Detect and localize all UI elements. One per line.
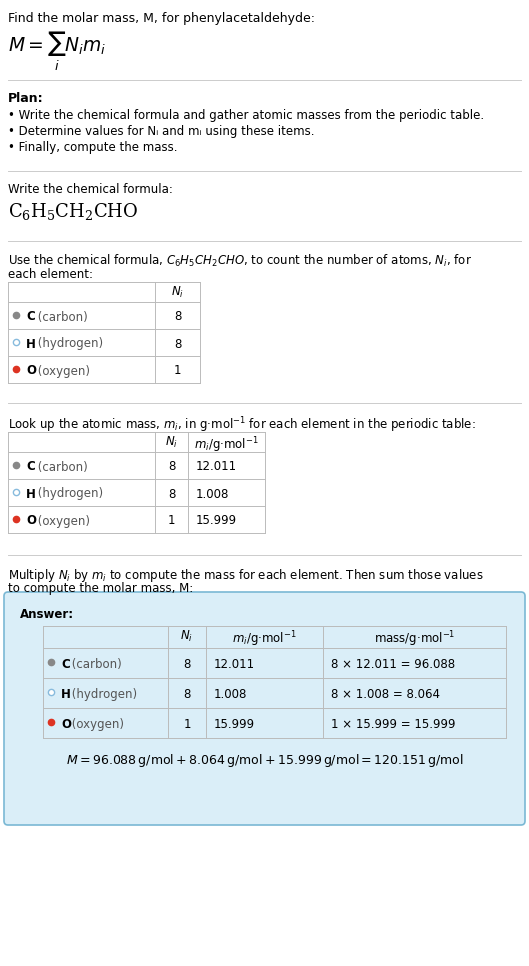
Text: O: O bbox=[26, 515, 36, 527]
Text: 8: 8 bbox=[184, 658, 190, 671]
Text: C: C bbox=[26, 461, 35, 473]
Text: each element:: each element: bbox=[8, 268, 93, 281]
Text: O: O bbox=[61, 718, 71, 731]
Text: 1.008: 1.008 bbox=[196, 488, 230, 500]
Text: 8: 8 bbox=[184, 688, 190, 701]
Text: • Finally, compute the mass.: • Finally, compute the mass. bbox=[8, 141, 178, 154]
Text: $M = 96.088\,\mathrm{g/mol} + 8.064\,\mathrm{g/mol} + 15.999\,\mathrm{g/mol} = 1: $M = 96.088\,\mathrm{g/mol} + 8.064\,\ma… bbox=[66, 752, 463, 769]
Text: Plan:: Plan: bbox=[8, 92, 43, 105]
Text: Find the molar mass, M, for phenylacetaldehyde:: Find the molar mass, M, for phenylacetal… bbox=[8, 12, 315, 25]
Text: Use the chemical formula, $C_6H_5CH_2CHO$, to count the number of atoms, $N_i$, : Use the chemical formula, $C_6H_5CH_2CHO… bbox=[8, 253, 472, 270]
Text: 8 × 12.011 = 96.088: 8 × 12.011 = 96.088 bbox=[331, 658, 455, 671]
Text: (oxygen): (oxygen) bbox=[33, 515, 89, 527]
Text: 8 × 1.008 = 8.064: 8 × 1.008 = 8.064 bbox=[331, 688, 440, 701]
Text: Look up the atomic mass, $m_i$, in g·mol$^{-1}$ for each element in the periodic: Look up the atomic mass, $m_i$, in g·mol… bbox=[8, 415, 476, 435]
Text: (hydrogen): (hydrogen) bbox=[33, 488, 103, 500]
Text: C: C bbox=[61, 658, 70, 671]
Text: 8: 8 bbox=[168, 488, 175, 500]
Text: H: H bbox=[26, 488, 36, 500]
Text: (hydrogen): (hydrogen) bbox=[68, 688, 138, 701]
Text: $N_i$: $N_i$ bbox=[165, 435, 178, 450]
Text: $M = \sum_i N_i m_i$: $M = \sum_i N_i m_i$ bbox=[8, 30, 106, 73]
Text: 12.011: 12.011 bbox=[214, 658, 255, 671]
Text: (carbon): (carbon) bbox=[33, 461, 87, 473]
Text: 1.008: 1.008 bbox=[214, 688, 248, 701]
Text: • Write the chemical formula and gather atomic masses from the periodic table.: • Write the chemical formula and gather … bbox=[8, 109, 484, 122]
Text: O: O bbox=[26, 364, 36, 378]
Text: 15.999: 15.999 bbox=[196, 515, 237, 527]
Text: • Determine values for Nᵢ and mᵢ using these items.: • Determine values for Nᵢ and mᵢ using t… bbox=[8, 125, 315, 138]
Text: (oxygen): (oxygen) bbox=[33, 364, 89, 378]
Text: H: H bbox=[61, 688, 71, 701]
Text: $\mathregular{C_6H_5CH_2CHO}$: $\mathregular{C_6H_5CH_2CHO}$ bbox=[8, 201, 138, 222]
Text: (hydrogen): (hydrogen) bbox=[33, 337, 103, 351]
Text: $N_i$: $N_i$ bbox=[171, 285, 184, 300]
Text: $m_i$/g·mol$^{-1}$: $m_i$/g·mol$^{-1}$ bbox=[194, 435, 259, 455]
Text: C: C bbox=[26, 310, 35, 324]
Text: $m_i$/g·mol$^{-1}$: $m_i$/g·mol$^{-1}$ bbox=[232, 629, 297, 648]
Text: 8: 8 bbox=[168, 461, 175, 473]
Text: (oxygen): (oxygen) bbox=[68, 718, 124, 731]
Text: 1: 1 bbox=[174, 364, 181, 378]
Text: Answer:: Answer: bbox=[20, 608, 74, 621]
Text: (carbon): (carbon) bbox=[68, 658, 122, 671]
Text: 15.999: 15.999 bbox=[214, 718, 255, 731]
Text: to compute the molar mass, M:: to compute the molar mass, M: bbox=[8, 582, 193, 595]
Text: Write the chemical formula:: Write the chemical formula: bbox=[8, 183, 173, 196]
Text: $N_i$: $N_i$ bbox=[180, 629, 194, 644]
Text: 8: 8 bbox=[174, 337, 181, 351]
Text: 1: 1 bbox=[168, 515, 175, 527]
Text: 8: 8 bbox=[174, 310, 181, 324]
Text: H: H bbox=[26, 337, 36, 351]
Text: 12.011: 12.011 bbox=[196, 461, 237, 473]
Text: Multiply $N_i$ by $m_i$ to compute the mass for each element. Then sum those val: Multiply $N_i$ by $m_i$ to compute the m… bbox=[8, 567, 484, 584]
Text: mass/g·mol$^{-1}$: mass/g·mol$^{-1}$ bbox=[374, 629, 455, 648]
Text: 1 × 15.999 = 15.999: 1 × 15.999 = 15.999 bbox=[331, 718, 455, 731]
FancyBboxPatch shape bbox=[4, 592, 525, 825]
Text: 1: 1 bbox=[183, 718, 191, 731]
Text: (carbon): (carbon) bbox=[33, 310, 87, 324]
